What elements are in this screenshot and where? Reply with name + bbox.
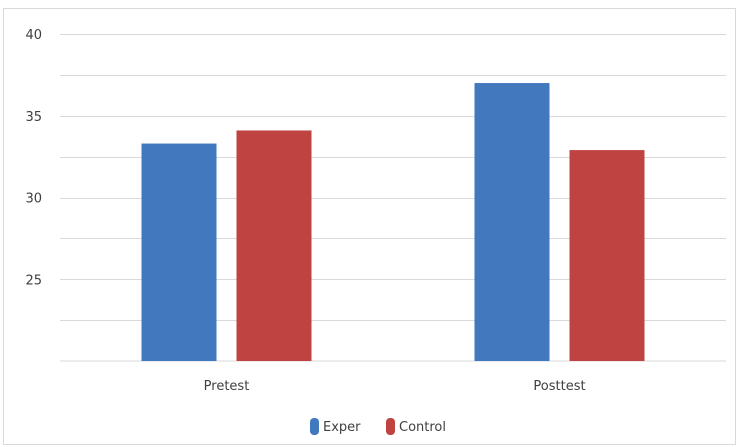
bar-exper-posttest [474,83,550,362]
x-tick-label: Pretest [204,379,250,394]
bar-exper-pretest [141,143,217,361]
legend: Exper Control [310,418,446,435]
legend-swatch-exper [310,418,319,435]
y-tick-labels: 25 30 35 40 [25,28,42,288]
bar-control-posttest [569,150,645,361]
category-labels: Pretest Posttest [204,379,586,394]
x-tick-label: Posttest [533,379,585,394]
y-tick-label: 25 [25,273,42,288]
bar-control-pretest [236,130,312,361]
y-tick-label: 40 [25,28,42,43]
legend-label-control: Control [399,420,446,435]
y-tick-label: 35 [25,110,42,125]
bars [141,83,645,362]
y-tick-label: 30 [25,192,42,207]
legend-label-exper: Exper [323,420,361,435]
legend-swatch-control [386,418,395,435]
